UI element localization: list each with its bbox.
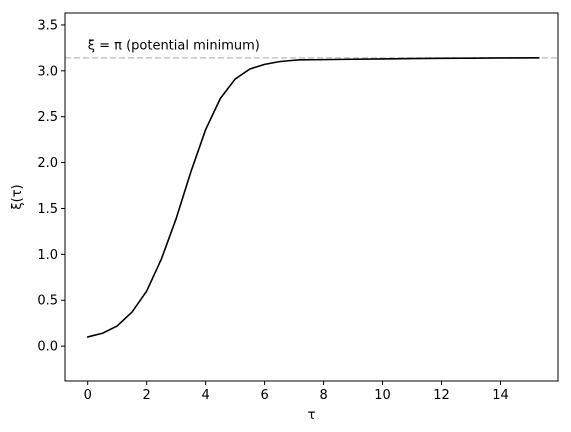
x-tick-label: 6	[260, 388, 268, 403]
y-tick-label: 3.0	[37, 64, 58, 79]
y-tick-label: 3.5	[37, 18, 58, 33]
y-ticks: 0.0 0.5 1.0 1.5 2.0 2.5 3.0 3.5	[37, 18, 65, 355]
x-tick-label: 0	[84, 388, 92, 403]
series-line-0	[86, 56, 540, 338]
x-tick-label: 4	[202, 388, 210, 403]
annotation-potential-minimum: ξ = π (potential minimum)	[88, 39, 260, 54]
series-layer	[86, 56, 540, 338]
x-tick-label: 8	[319, 388, 327, 403]
y-tick-label: 1.0	[37, 248, 58, 263]
y-tick-label: 0.0	[37, 340, 58, 355]
y-tick-label: 2.5	[37, 110, 58, 125]
x-tick-label: 12	[433, 388, 450, 403]
y-axis-label: ξ(τ)	[10, 184, 25, 209]
x-tick-label: 10	[374, 388, 391, 403]
y-tick-label: 1.5	[37, 202, 58, 217]
x-ticks: 0 2 4 6 8 10 12 14	[84, 381, 509, 403]
plot-frame	[64, 12, 559, 382]
y-tick-label: 0.5	[37, 294, 58, 309]
y-tick-label: 2.0	[37, 156, 58, 171]
x-tick-label: 14	[492, 388, 509, 403]
x-axis-label: τ	[308, 408, 316, 423]
x-tick-label: 2	[143, 388, 151, 403]
plot-background	[65, 13, 558, 381]
